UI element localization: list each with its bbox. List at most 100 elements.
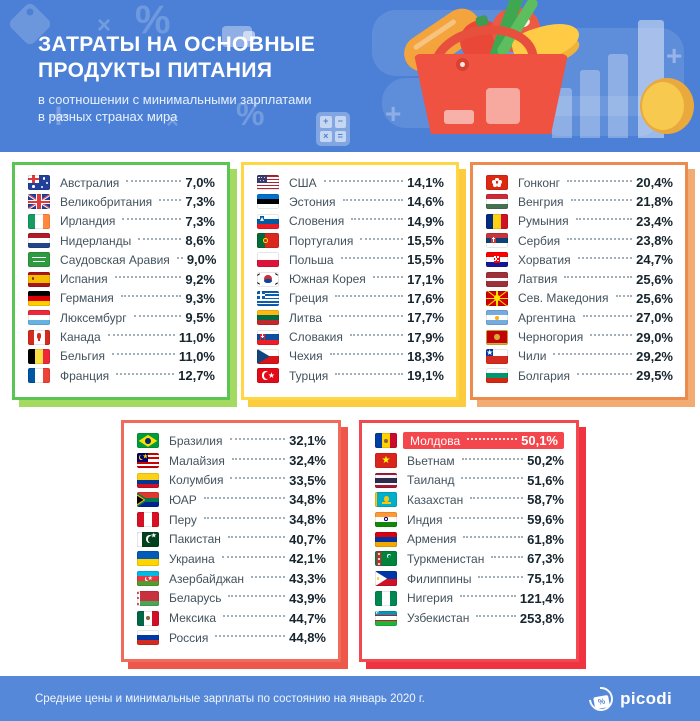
by-flag-icon [137, 590, 159, 606]
country-row: Бразилия 32,1% [137, 431, 326, 451]
row-main: Бельгия 11,0% [60, 348, 215, 365]
row-main: Аргентина 27,0% [518, 309, 673, 326]
country-name: Литва [289, 310, 322, 325]
country-row: Ирландия 7,3% [28, 212, 215, 231]
country-row: Австралия 7,0% [28, 173, 215, 192]
country-value: 23,4% [636, 213, 673, 229]
ee-flag-icon [257, 194, 279, 210]
dot-leader [476, 615, 516, 618]
es-flag-icon [28, 271, 50, 287]
row-main: Испания 9,2% [60, 271, 215, 288]
country-panel-2: США 14,1% Эстония 14,6% Словения 14,9% Португа… [241, 162, 459, 400]
dot-leader [615, 295, 633, 298]
basket-handle-joint [456, 58, 469, 71]
fr-flag-icon [28, 368, 50, 384]
row-main: Словакия 17,9% [289, 329, 444, 346]
country-row: Бельгия 11,0% [28, 347, 215, 366]
dot-leader [577, 256, 633, 259]
row-main: Турция 19,1% [289, 367, 444, 384]
rs-flag-icon [486, 233, 508, 249]
ro-flag-icon [486, 213, 508, 229]
my-flag-icon: ★ [137, 453, 159, 469]
country-value: 17,6% [407, 290, 444, 306]
lu-flag-icon [28, 310, 50, 326]
country-row: Португалия 15,5% [257, 231, 444, 250]
br-flag-icon [137, 433, 159, 449]
country-name: Болгария [518, 368, 570, 383]
country-row: Филиппины 75,1% [375, 569, 564, 589]
dot-leader [567, 237, 633, 240]
country-value: 29,2% [636, 348, 673, 364]
country-row: Латвия 25,6% [486, 269, 673, 288]
panels-bottom-row: Бразилия 32,1% ★ Малайзия 32,4% Колумбия 33,5%… [0, 400, 700, 662]
row-main: Колумбия 33,5% [169, 472, 326, 489]
plus-decor-icon: + [666, 40, 683, 71]
row-main: Саудовская Аравия 9,0% [60, 251, 216, 268]
country-value: 23,8% [636, 233, 673, 249]
dot-leader [329, 353, 404, 356]
panels-top-row: Австралия 7,0% Великобритания 7,3% Ирландия 7… [0, 152, 700, 400]
country-row: Южная Корея 17,1% [257, 269, 444, 288]
country-row: Перу 34,8% [137, 510, 326, 530]
dot-leader [491, 555, 524, 558]
country-row: Великобритания 7,3% [28, 192, 215, 211]
country-name: Словакия [289, 330, 343, 345]
ca-flag-icon [28, 329, 50, 345]
be-flag-icon [28, 348, 50, 364]
row-main: Туркменистан 67,3% [407, 550, 564, 567]
grocery-basket-illustration [397, 0, 584, 152]
country-name: Португалия [289, 233, 354, 248]
row-main: Сербия 23,8% [518, 232, 673, 249]
footer-bar: Средние цены и минимальные зарплаты по с… [0, 676, 700, 721]
footnote: Средние цены и минимальные зарплаты по с… [35, 692, 425, 705]
row-main: Мексика 44,7% [169, 610, 326, 627]
row-main: ЮАР 34,8% [169, 491, 326, 508]
dot-leader [567, 179, 633, 182]
row-main: Словения 14,9% [289, 213, 444, 230]
country-panel-3: Гонконг 20,4% Венгрия 21,8% Румыния 23,4% Серб… [470, 162, 688, 400]
dot-leader [223, 615, 286, 618]
picodi-logo: % picodi [584, 681, 672, 716]
dot-leader [335, 295, 404, 298]
content-area: Австралия 7,0% Великобритания 7,3% Ирландия 7… [0, 152, 700, 662]
row-main: Эстония 14,6% [289, 193, 444, 210]
dot-leader [349, 334, 404, 337]
row-main: Греция 17,6% [289, 290, 444, 307]
country-row: Эстония 14,6% [257, 192, 444, 211]
country-name: Малайзия [169, 453, 225, 468]
country-name: Турция [289, 368, 329, 383]
country-row: Франция 12,7% [28, 366, 215, 385]
dot-leader [228, 595, 286, 598]
multiply-decor-icon: × [97, 12, 112, 39]
dot-leader [120, 295, 182, 298]
nl-flag-icon [28, 233, 50, 249]
basket-reflection [444, 110, 474, 124]
country-row: Германия 9,3% [28, 289, 215, 308]
country-name: Словения [289, 214, 345, 229]
country-row: Словакия 17,9% [257, 327, 444, 346]
country-value: 43,3% [289, 571, 326, 587]
hu-flag-icon [486, 194, 508, 210]
country-name: Греция [289, 291, 329, 306]
country-value: 17,9% [407, 329, 444, 345]
country-value: 14,1% [407, 175, 444, 191]
am-flag-icon [375, 531, 397, 547]
country-value: 29,0% [636, 329, 673, 345]
row-main: Венгрия 21,8% [518, 193, 673, 210]
dot-leader [215, 634, 286, 637]
co-flag-icon [137, 472, 159, 488]
dot-leader [203, 496, 286, 499]
country-value: 25,6% [636, 290, 673, 306]
row-main: Бразилия 32,1% [169, 432, 326, 449]
country-value: 50,1% [521, 433, 558, 449]
dot-leader [553, 353, 633, 356]
country-row: ★ Азербайджан 43,3% [137, 569, 326, 589]
country-value: 121,4% [519, 590, 564, 606]
country-name: Туркменистан [407, 551, 485, 566]
country-name: Колумбия [169, 473, 224, 488]
za-flag-icon [137, 492, 159, 508]
country-row: Нигерия 121,4% [375, 589, 564, 609]
country-value: 8,6% [185, 233, 215, 249]
row-main: Австралия 7,0% [60, 174, 215, 191]
country-name: Нидерланды [60, 233, 132, 248]
